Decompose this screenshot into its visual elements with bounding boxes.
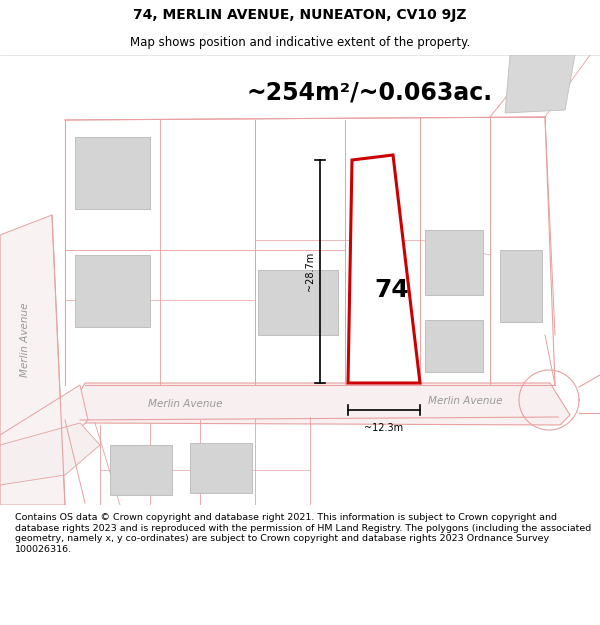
Text: ~28.7m: ~28.7m xyxy=(305,252,315,291)
Polygon shape xyxy=(0,385,88,475)
Text: Merlin Avenue: Merlin Avenue xyxy=(148,399,222,409)
Text: ~254m²/~0.063ac.: ~254m²/~0.063ac. xyxy=(247,81,493,105)
Bar xyxy=(258,270,338,335)
Bar xyxy=(425,320,483,372)
Polygon shape xyxy=(75,383,570,425)
Bar xyxy=(110,445,172,495)
Text: Map shows position and indicative extent of the property.: Map shows position and indicative extent… xyxy=(130,36,470,49)
Bar xyxy=(190,443,252,493)
Polygon shape xyxy=(0,423,100,485)
Bar xyxy=(500,250,542,322)
Text: 74: 74 xyxy=(374,278,409,302)
Text: Merlin Avenue: Merlin Avenue xyxy=(428,396,502,406)
Polygon shape xyxy=(348,155,420,383)
Text: Contains OS data © Crown copyright and database right 2021. This information is : Contains OS data © Crown copyright and d… xyxy=(15,513,591,554)
Bar xyxy=(425,230,483,295)
Polygon shape xyxy=(505,55,575,113)
Bar xyxy=(75,255,150,327)
Polygon shape xyxy=(0,215,65,505)
Text: 74, MERLIN AVENUE, NUNEATON, CV10 9JZ: 74, MERLIN AVENUE, NUNEATON, CV10 9JZ xyxy=(133,8,467,22)
Text: Merlin Avenue: Merlin Avenue xyxy=(20,302,30,378)
Text: ~12.3m: ~12.3m xyxy=(364,423,404,433)
Bar xyxy=(75,137,150,209)
